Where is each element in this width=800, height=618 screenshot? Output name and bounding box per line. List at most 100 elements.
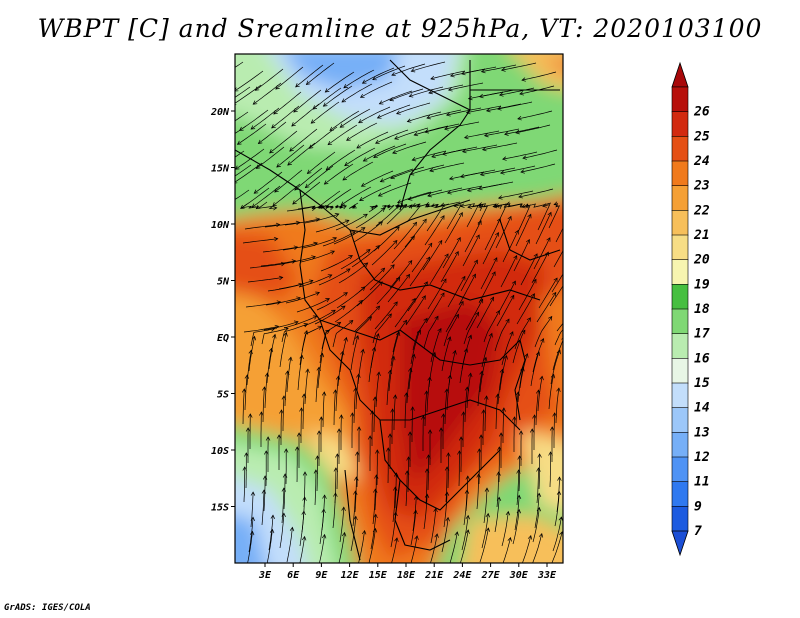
- lat-label: 15S: [211, 503, 229, 514]
- streamline-arrow: [546, 237, 551, 242]
- streamline: [476, 297, 494, 329]
- streamline-arrow: [519, 91, 524, 96]
- streamline: [548, 203, 561, 229]
- streamline-arrow: [261, 489, 267, 494]
- streamline: [263, 476, 266, 512]
- streamline: [412, 150, 447, 161]
- country-boundary: [514, 339, 526, 421]
- streamline: [482, 142, 518, 151]
- streamline: [478, 271, 496, 304]
- streamline-arrow: [461, 411, 466, 416]
- streamline: [323, 85, 353, 107]
- streamline-arrow: [360, 182, 366, 187]
- streamline-arrow: [291, 259, 297, 264]
- colorbar-swatch: [671, 234, 689, 261]
- streamline-arrow: [463, 347, 469, 353]
- streamline: [431, 201, 461, 209]
- streamline-arrow: [425, 202, 430, 207]
- streamline-arrow: [305, 368, 310, 374]
- streamline-arrow: [416, 329, 421, 335]
- streamline: [338, 532, 345, 563]
- streamline-arrow: [288, 356, 293, 362]
- streamline: [251, 185, 281, 208]
- streamline-arrow: [310, 119, 316, 124]
- streamline: [486, 103, 522, 112]
- streamline-arrow: [522, 155, 527, 160]
- streamline: [390, 166, 425, 179]
- streamline: [552, 339, 563, 371]
- streamline: [480, 167, 516, 176]
- streamline: [512, 509, 520, 545]
- streamline: [282, 242, 318, 251]
- streamline-arrow: [490, 296, 494, 302]
- map-title: WBPT [C] and Sreamline at 925hPa, VT: 20…: [37, 14, 763, 43]
- streamline-arrow: [467, 334, 473, 340]
- streamline-arrow: [387, 433, 393, 438]
- streamline: [425, 469, 428, 505]
- streamline: [312, 87, 342, 110]
- streamline: [265, 297, 301, 306]
- streamline-arrow: [424, 129, 429, 134]
- streamline: [515, 214, 532, 247]
- streamline: [329, 110, 360, 131]
- streamline-arrow: [556, 349, 561, 355]
- streamline-arrow: [382, 204, 387, 210]
- streamline-arrow: [353, 515, 358, 521]
- streamline: [235, 150, 245, 158]
- streamline: [372, 313, 392, 344]
- streamline: [442, 146, 478, 155]
- colorbar-swatch: [671, 481, 689, 507]
- streamline-arrow: [278, 275, 284, 281]
- streamline-arrow: [387, 313, 392, 319]
- streamline-arrow: [375, 333, 380, 338]
- streamline: [522, 535, 532, 563]
- streamline: [352, 316, 372, 346]
- streamline-arrow: [294, 446, 300, 451]
- streamline: [327, 124, 358, 145]
- streamline-arrow: [353, 387, 358, 392]
- streamline-arrow: [393, 239, 398, 245]
- streamline-arrow: [360, 227, 366, 232]
- streamline: [444, 121, 480, 130]
- streamline-arrow: [521, 204, 526, 209]
- streamline: [274, 169, 303, 193]
- streamline-arrow: [408, 260, 413, 265]
- streamline: [517, 110, 553, 120]
- streamline: [407, 281, 428, 312]
- streamline: [280, 409, 282, 445]
- streamline: [310, 101, 340, 124]
- streamline: [353, 387, 357, 424]
- streamline-arrow: [302, 471, 308, 476]
- streamline: [499, 355, 507, 391]
- streamline-arrow: [293, 320, 299, 325]
- streamline-arrow: [505, 318, 510, 324]
- colorbar-swatch: [671, 284, 689, 310]
- streamline: [243, 325, 279, 333]
- streamline-arrow: [444, 253, 449, 259]
- streamline-arrow: [463, 134, 469, 140]
- streamline-arrow: [333, 467, 339, 472]
- streamline-arrow: [496, 496, 502, 502]
- streamline: [444, 389, 448, 425]
- streamline: [260, 260, 296, 267]
- streamline-arrow: [244, 452, 249, 457]
- streamline: [405, 471, 408, 507]
- streamline: [513, 239, 530, 272]
- streamline-arrow: [411, 353, 416, 359]
- streamline-arrow: [359, 93, 365, 98]
- streamline: [409, 256, 430, 287]
- streamline-arrow: [392, 486, 398, 491]
- streamline: [446, 204, 462, 230]
- streamline-arrow: [452, 349, 457, 355]
- streamline-arrow: [369, 205, 375, 211]
- streamline-arrow: [274, 324, 280, 330]
- streamline-arrow: [338, 414, 344, 419]
- streamline-arrow: [549, 426, 555, 431]
- lon-label: 3E: [258, 570, 272, 581]
- streamline-arrow: [479, 370, 484, 376]
- streamline: [555, 227, 563, 243]
- streamline-arrow: [520, 366, 525, 372]
- streamline: [392, 141, 427, 154]
- country-boundary: [399, 60, 471, 211]
